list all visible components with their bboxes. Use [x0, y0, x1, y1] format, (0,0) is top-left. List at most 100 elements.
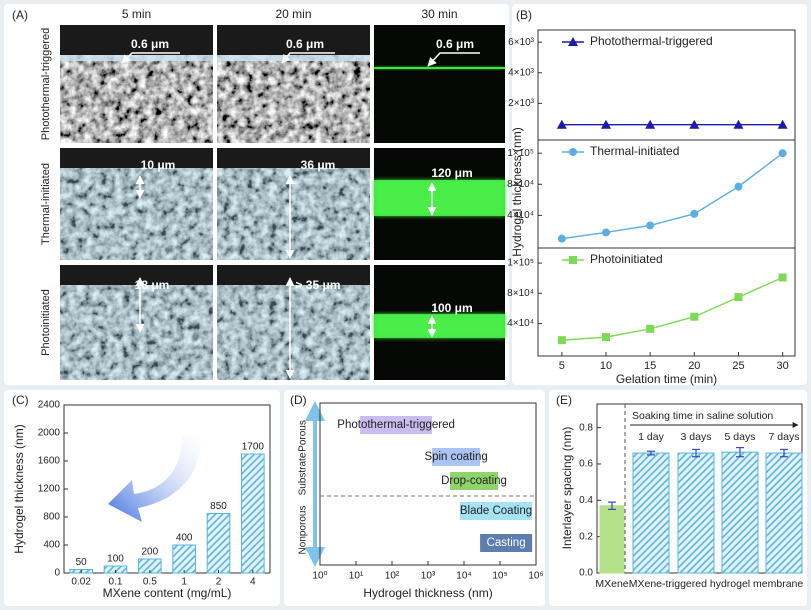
- x-tick-label: 1: [181, 577, 187, 588]
- fluorescence-band: [374, 314, 505, 338]
- pointer-arrow: [281, 52, 335, 64]
- fluorescence-bg: [374, 25, 505, 143]
- micrograph: [217, 25, 370, 143]
- marker: [646, 324, 655, 333]
- marker: [690, 209, 699, 218]
- annotation: Soaking time in saline solution: [632, 410, 773, 422]
- range-bar-label: Casting: [487, 537, 526, 549]
- x-tick-label: 4: [250, 577, 256, 588]
- y-tick-label: 4×10⁴: [507, 210, 534, 221]
- legend-marker: [569, 256, 577, 264]
- legend-label: Photothermal-triggered: [590, 34, 713, 48]
- error-bar: [647, 450, 655, 456]
- bar: [599, 505, 625, 574]
- row-label: Thermal-initiated: [40, 163, 52, 245]
- bar: [765, 452, 803, 574]
- marker: [602, 228, 611, 237]
- bar: [241, 453, 265, 574]
- panel-label: (D): [290, 393, 307, 407]
- micrograph: [374, 25, 505, 143]
- panel-label: (B): [516, 8, 532, 22]
- y-tick-label: 1×10⁵: [507, 148, 534, 159]
- y-axis-label: Interlayer spacing (nm): [560, 427, 574, 550]
- y-tick-label: 8×10⁴: [507, 179, 534, 190]
- marker: [556, 119, 567, 129]
- marker: [690, 312, 699, 321]
- thickness-annotation: > 35 μm: [295, 278, 340, 292]
- error-bar: [692, 448, 700, 458]
- marker: [778, 273, 787, 282]
- y-tick-label: 400: [43, 540, 60, 551]
- bar: [172, 544, 196, 574]
- y-tick-label: 0.0: [579, 568, 593, 579]
- marker: [557, 336, 566, 345]
- micrograph: [217, 265, 370, 380]
- x-tick-label: 0.1: [109, 577, 123, 588]
- marker: [602, 333, 611, 342]
- marker: [601, 119, 612, 129]
- range-bar-label: Drop-coating: [441, 475, 507, 487]
- plot-frame: [537, 247, 796, 357]
- micrograph: [60, 25, 213, 143]
- marker: [645, 119, 656, 129]
- range-bar-label: Photothermal-triggered: [337, 419, 455, 431]
- range-bar: [450, 472, 499, 490]
- x-tick-label: 10³: [421, 571, 436, 582]
- x-axis-label: MXene content (mg/mL): [103, 586, 232, 600]
- micrograph-top: [60, 148, 213, 168]
- thickness-annotation: 36 μm: [301, 158, 336, 172]
- y-tick-label: 1200: [38, 484, 61, 495]
- legend-label: Photoinitiated: [590, 252, 663, 266]
- y-axis-label: Hydrogel thickness (nm): [12, 424, 26, 553]
- value-label: 400: [176, 533, 193, 544]
- y-tick-label: 1600: [38, 456, 61, 467]
- range-bar: [459, 502, 533, 520]
- marker: [689, 119, 700, 129]
- y-tick-label: 0.4: [579, 495, 593, 506]
- hydrogel-layer: [60, 55, 213, 61]
- x-tick-label: 25: [732, 360, 744, 372]
- thickness-annotation: 0.6 μm: [436, 37, 474, 51]
- micrograph-top: [60, 25, 213, 55]
- y-tick-label: 0.2: [579, 531, 593, 542]
- micrograph-top: [217, 148, 370, 168]
- x-tick-label: 10⁶: [528, 571, 543, 582]
- category-label: 3 days: [681, 431, 712, 443]
- y-tick-label: 1×10⁵: [507, 258, 534, 269]
- pointer-arrow: [121, 52, 180, 64]
- column-label: 20 min: [275, 7, 311, 21]
- thickness-annotation: 100 μm: [431, 301, 472, 315]
- x-tick-label: 15: [644, 360, 656, 372]
- category-label: MXene: [595, 578, 628, 590]
- value-label: 200: [141, 547, 158, 558]
- micrograph: [374, 265, 505, 380]
- y-tick-label: 4×10⁴: [507, 318, 534, 329]
- panel-label: (C): [12, 393, 29, 407]
- micrograph: [217, 148, 370, 260]
- panel-d-box: [284, 390, 545, 606]
- thickness-annotation: 120 μm: [431, 166, 472, 180]
- micrograph-top: [60, 265, 213, 285]
- marker: [777, 119, 788, 129]
- marker: [734, 182, 743, 191]
- x-tick-label: 30: [777, 360, 789, 372]
- range-bar: [360, 416, 433, 434]
- x-tick-label: 10⁴: [456, 571, 471, 582]
- group-label: MXene-triggered hydrogel membrane: [629, 578, 804, 590]
- marker: [734, 293, 743, 302]
- x-axis-label: Gelation time (min): [616, 372, 717, 386]
- y-tick-label: 2400: [38, 400, 61, 411]
- micrograph: [60, 148, 213, 260]
- x-tick-label: 0.5: [143, 577, 157, 588]
- fluorescence-band: [374, 67, 505, 69]
- micrograph-top: [217, 265, 370, 285]
- legend-label: Thermal-initiated: [590, 144, 679, 158]
- bar: [632, 452, 670, 574]
- x-tick-label: 10²: [385, 571, 400, 582]
- y-tick-label: 8×10⁴: [507, 288, 534, 299]
- error-bar: [780, 448, 788, 458]
- y-tick-label: 2000: [38, 428, 61, 439]
- y-tick-label: 6×10³: [508, 37, 535, 48]
- x-tick-label: 5: [559, 360, 565, 372]
- bar: [721, 451, 759, 574]
